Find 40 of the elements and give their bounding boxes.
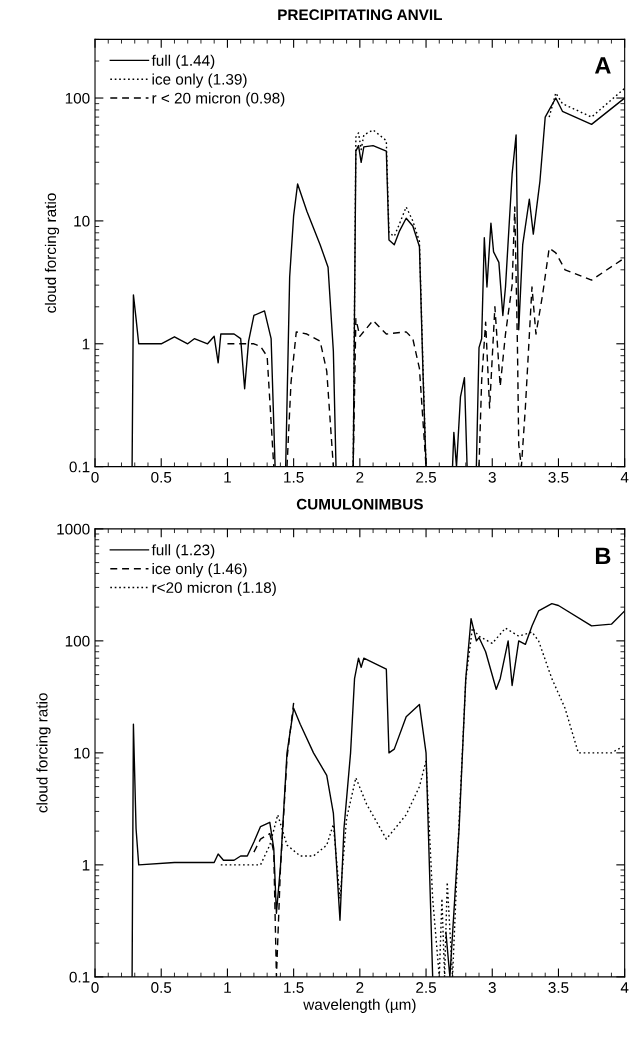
- y-tick-label: 10: [74, 215, 90, 227]
- x-tick-label: 1.5: [284, 982, 304, 993]
- legend-label: full (1.23): [151, 544, 215, 559]
- y-tick-label: 100: [65, 635, 90, 647]
- y-axis-title: cloud forcing ratio: [36, 693, 51, 813]
- y-tick-label: 1: [82, 338, 90, 350]
- legend-label: r < 20 micron (0.98): [152, 92, 285, 107]
- y-tick-label: 0.1: [69, 971, 90, 983]
- x-tick-label: 4: [620, 472, 629, 483]
- x-tick-label: 0.5: [151, 471, 172, 483]
- x-axis-title: wavelength (µm): [303, 998, 416, 1013]
- x-tick-label: 0: [91, 982, 99, 993]
- annotation: B: [595, 547, 611, 564]
- x-tick-label: 3.5: [548, 982, 569, 993]
- x-tick-label: 3: [488, 471, 496, 483]
- legend-label: ice only (1.39): [152, 73, 247, 88]
- x-tick-label: 1.5: [284, 472, 304, 483]
- legend-label: full (1.44): [151, 54, 215, 69]
- x-tick-label: 3.5: [548, 471, 569, 483]
- chart-title: PRECIPITATING ANVIL: [278, 9, 442, 21]
- y-tick-label: 10: [74, 747, 90, 759]
- y-axis-title: cloud forcing ratio: [44, 193, 60, 313]
- x-tick-label: 0.5: [151, 982, 172, 993]
- legend-label: r<20 micron (1.18): [152, 581, 276, 597]
- chart-title: CUMULONIMBUS: [296, 498, 423, 510]
- annotation: A: [594, 57, 611, 74]
- x-tick-label: 2.5: [416, 982, 437, 993]
- x-tick-label: 2: [356, 471, 364, 483]
- legend-label: ice only (1.46): [152, 562, 247, 578]
- y-tick-label: 1: [82, 859, 90, 871]
- x-tick-label: 1: [224, 472, 231, 483]
- x-tick-label: 2.5: [416, 471, 437, 483]
- y-tick-label: 0.1: [69, 461, 90, 473]
- x-tick-label: 3: [488, 982, 496, 993]
- y-tick-label: 100: [65, 92, 90, 104]
- x-tick-label: 4: [620, 982, 629, 993]
- x-tick-label: 1: [224, 982, 231, 993]
- y-tick-label: 1000: [57, 523, 90, 535]
- x-tick-label: 2: [356, 982, 364, 993]
- x-tick-label: 0: [91, 471, 99, 483]
